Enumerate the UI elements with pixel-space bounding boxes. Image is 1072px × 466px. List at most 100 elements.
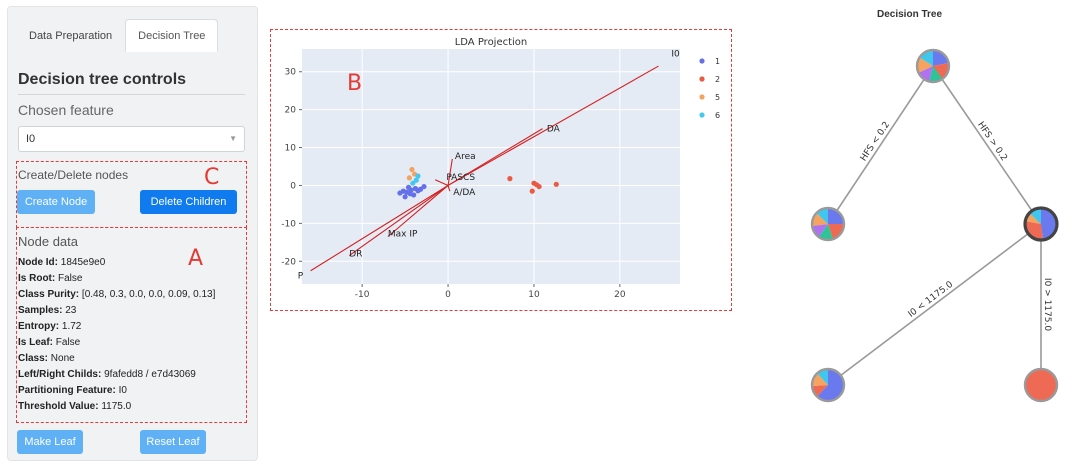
node-data-row: Left/Right Childs: 9fafedd8 / e7d43069 <box>18 367 215 383</box>
chart-title: LDA Projection <box>455 37 528 48</box>
node-outline <box>810 206 846 242</box>
pie-slice <box>1025 369 1057 401</box>
node-data-region <box>16 227 247 423</box>
node-data-row: Is Leaf: False <box>18 335 215 351</box>
decision-tree-graph: HFS < 0.2 HFS > 0.2 I0 < 1175.0 I0 > 1175.0 <box>810 48 1059 403</box>
scatter-point <box>417 186 424 192</box>
node-data-key: Class: <box>18 353 49 364</box>
tree-edge-label: HFS > 0.2 <box>975 120 1009 163</box>
scatter-point <box>531 180 537 186</box>
reset-leaf-button[interactable]: Reset Leaf <box>140 430 206 454</box>
controls-title: Decision tree controls <box>18 71 187 88</box>
create-node-button[interactable]: Create Node <box>17 190 95 214</box>
node-data-value: None <box>48 353 75 364</box>
tree-edge <box>827 223 1042 386</box>
make-leaf-button[interactable]: Make Leaf <box>17 430 83 454</box>
vector-label: PASCS <box>446 173 475 183</box>
node-data-row: Class: None <box>18 351 215 367</box>
y-tick-label: 30 <box>285 68 297 78</box>
loading-vector <box>434 179 449 186</box>
vector-label: I0 <box>671 50 680 60</box>
pie-slice <box>929 66 943 82</box>
pie-slice <box>1025 213 1041 224</box>
loading-vector <box>447 185 451 192</box>
node-data-key: Left/Right Childs: <box>18 369 102 380</box>
tab-decision-tree[interactable]: Decision Tree <box>125 19 219 52</box>
loading-vector <box>447 158 453 186</box>
title-divider <box>18 94 245 95</box>
vector-label: DA <box>547 125 561 135</box>
create-delete-title: Create/Delete nodes <box>18 168 129 182</box>
node-data-key: Is Leaf: <box>18 337 54 348</box>
node-data-value: 9fafedd8 / e7d43069 <box>101 369 196 380</box>
y-tick-label: 0 <box>290 181 296 191</box>
x-tick-label: 0 <box>445 290 451 300</box>
loading-vector <box>348 185 449 257</box>
node-data-row: Partitioning Feature: I0 <box>18 383 215 399</box>
pie-slice <box>917 57 933 73</box>
node-data-value: 1845e9e0 <box>58 257 106 268</box>
pie-slice <box>818 224 833 241</box>
region-label-c: C <box>204 165 220 190</box>
x-tick-label: 10 <box>528 290 540 300</box>
tree-left-node[interactable] <box>810 206 846 242</box>
pie-slice <box>812 213 828 227</box>
tree-edge-label: I0 > 1175.0 <box>1042 278 1052 331</box>
node-data-row: Threshold Value: 1175.0 <box>18 399 215 415</box>
legend-marker <box>699 76 705 82</box>
vector-label: P <box>298 271 304 281</box>
tree-right-left-node[interactable] <box>810 367 846 403</box>
tree-right-node-selected[interactable] <box>1023 206 1059 242</box>
node-data-row: Class Purity: [0.48, 0.3, 0.0, 0.0, 0.09… <box>18 287 215 303</box>
node-outline <box>1023 367 1059 403</box>
node-data-value: False <box>55 273 83 284</box>
tree-edge <box>932 65 1042 225</box>
feature-select[interactable]: I0 ▼ <box>18 126 245 152</box>
y-tick-label: -10 <box>281 219 296 229</box>
pie-slice <box>1025 221 1044 240</box>
scatter-point <box>402 194 408 200</box>
pie-slice <box>817 369 828 385</box>
scatter-point <box>397 190 403 196</box>
node-data-value: 1.72 <box>59 321 82 332</box>
scatter-point <box>409 166 415 173</box>
node-outline <box>810 367 846 403</box>
tree-edge-label: I0 < 1175.0 <box>907 280 956 320</box>
chevron-down-icon: ▼ <box>229 134 237 143</box>
pie-slice <box>828 224 844 240</box>
scatter-point <box>536 183 542 190</box>
node-data-value: False <box>53 337 81 348</box>
node-data-value: 23 <box>62 305 77 316</box>
tab-data-preparation[interactable]: Data Preparation <box>29 30 113 42</box>
scatter-point <box>415 173 421 179</box>
loading-vector <box>447 65 659 186</box>
scatter-point <box>529 188 535 194</box>
tree-root-node[interactable] <box>915 48 951 84</box>
node-data-key: Node Id: <box>18 257 58 268</box>
node-outline <box>1023 206 1059 242</box>
delete-children-button[interactable]: Delete Children <box>140 190 237 214</box>
node-data-key: Class Purity: <box>18 289 80 300</box>
tree-edge-label: HFS < 0.2 <box>859 120 892 163</box>
tree-right-right-node[interactable] <box>1023 367 1059 403</box>
lda-plot-region: B LDA Projection -10 0 10 20 -20 -10 0 10 20 30 I0 DA… <box>270 29 732 311</box>
legend-marker <box>699 94 705 100</box>
node-data-row: Node Id: 1845e9e0 <box>18 255 215 271</box>
pie-slice <box>817 369 844 401</box>
pie-slice <box>812 373 828 387</box>
node-data-row: Entropy: 1.72 <box>18 319 215 335</box>
scatter-point <box>413 177 419 183</box>
scatter-point <box>410 180 416 186</box>
node-data-list: Node Id: 1845e9e0 Is Root: False Class Pur… <box>18 255 215 415</box>
scatter-point <box>407 191 413 197</box>
node-data-key: Samples: <box>18 305 63 316</box>
vector-label: DR <box>349 250 362 260</box>
x-tick-label: 20 <box>614 290 626 300</box>
tree-title: Decision Tree <box>877 9 943 20</box>
node-data-title: Node data <box>18 234 78 249</box>
node-data-key: Is Root: <box>18 273 56 284</box>
node-data-key: Threshold Value: <box>18 401 99 412</box>
node-data-key: Entropy: <box>18 321 60 332</box>
node-data-value: [0.48, 0.3, 0.0, 0.0, 0.09, 0.13] <box>79 289 216 300</box>
x-tick-label: -10 <box>355 290 370 300</box>
